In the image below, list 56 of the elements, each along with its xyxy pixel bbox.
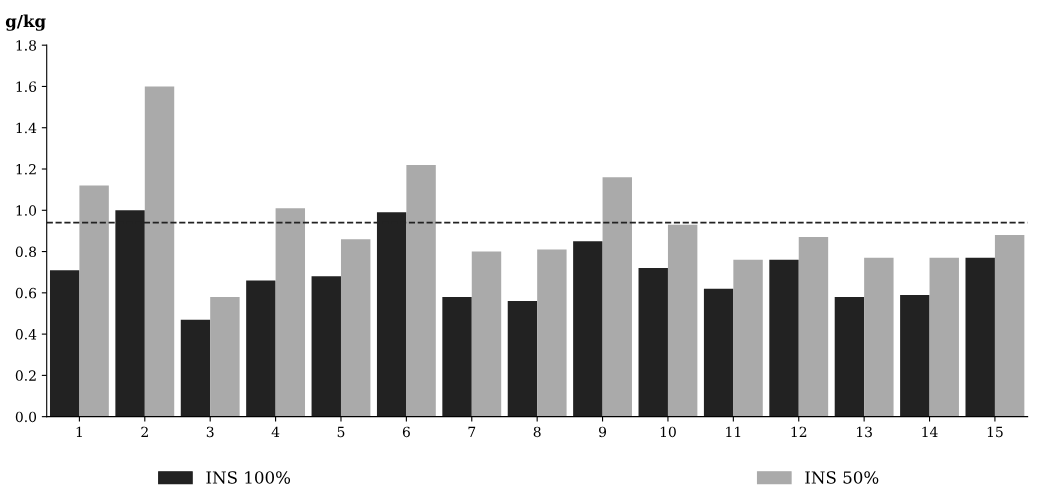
bar xyxy=(733,259,763,417)
bar xyxy=(79,185,109,417)
bar xyxy=(703,288,734,417)
y-tick-label: 1.6 xyxy=(16,81,37,92)
bar xyxy=(602,177,632,417)
x-tick-label: 1 xyxy=(76,426,82,437)
y-tick-label: 0.2 xyxy=(15,370,36,381)
x-tick-label: 6 xyxy=(402,426,410,438)
bar xyxy=(798,237,829,417)
bar xyxy=(471,251,502,417)
legend-label: INS 50% xyxy=(805,471,879,484)
y-tick-label: 1.0 xyxy=(16,205,37,216)
x-tick-label: 5 xyxy=(337,426,345,438)
bar xyxy=(144,86,175,417)
x-tick-label: 4 xyxy=(271,426,280,437)
x-tick-label: 8 xyxy=(533,426,541,438)
bar xyxy=(507,301,538,417)
bar xyxy=(965,257,995,417)
x-tick-label: 13 xyxy=(856,426,872,438)
y-tick-label: 0.8 xyxy=(15,246,37,258)
bar xyxy=(929,257,959,417)
x-tick-label: 15 xyxy=(987,426,1003,438)
y-tick-label: 1.4 xyxy=(16,122,37,134)
x-tick-label: 7 xyxy=(468,426,476,437)
x-tick-label: 11 xyxy=(726,426,741,437)
y-tick-label: 0.4 xyxy=(15,329,37,340)
bar xyxy=(311,276,341,417)
bar xyxy=(442,296,472,417)
bar xyxy=(638,268,668,417)
x-tick-label: 2 xyxy=(141,426,148,437)
x-tick-label: 10 xyxy=(660,426,676,438)
legend-label: INS 100% xyxy=(206,471,291,484)
bar xyxy=(340,239,371,417)
bar xyxy=(246,280,276,417)
bar xyxy=(864,257,894,417)
bar xyxy=(49,270,80,417)
bar xyxy=(900,294,930,417)
bar xyxy=(769,259,799,417)
bar xyxy=(210,296,240,417)
y-tick-label: 1.2 xyxy=(16,163,36,175)
bar xyxy=(667,224,698,417)
x-tick-label: 14 xyxy=(922,426,938,437)
y-axis-title: g/kg xyxy=(5,14,46,31)
bar xyxy=(537,249,567,417)
bar xyxy=(994,235,1025,417)
x-tick-label: 9 xyxy=(599,426,607,438)
bar xyxy=(180,319,211,417)
y-tick-label: 0.6 xyxy=(15,287,37,299)
bar xyxy=(834,296,865,417)
x-tick-label: 12 xyxy=(791,426,807,437)
bar xyxy=(406,164,436,417)
x-tick-label: 3 xyxy=(206,426,214,438)
y-tick-label: 1.8 xyxy=(16,40,37,51)
bar xyxy=(573,241,603,417)
bar xyxy=(275,208,306,417)
y-tick-label: 0.0 xyxy=(15,411,37,423)
